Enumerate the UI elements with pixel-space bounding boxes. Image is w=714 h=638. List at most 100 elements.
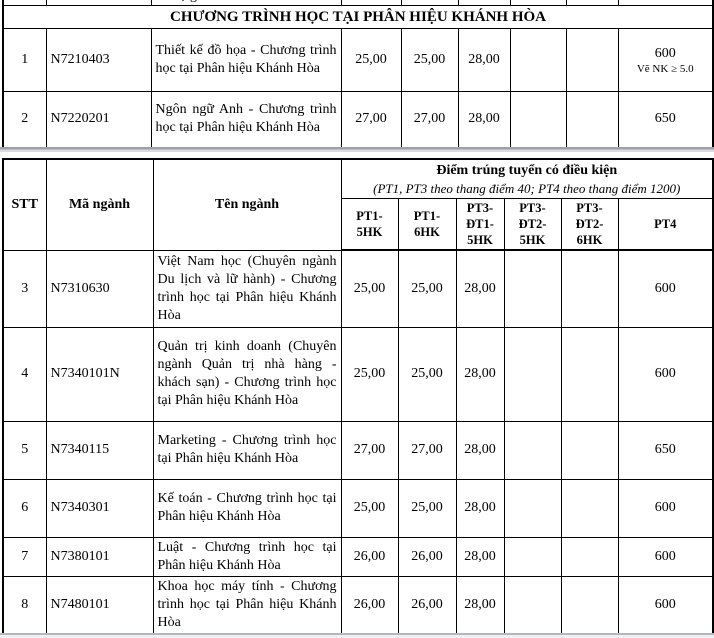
pt4-cell: 600 <box>617 575 714 634</box>
score-cell <box>503 536 562 577</box>
table-separator-line <box>0 147 714 152</box>
name-cell: Ngôn ngữ Anh - Chương trình học tại Phân… <box>150 91 342 148</box>
score-cell: 25,00 <box>340 326 399 422</box>
score-cell: 25,00 <box>340 478 399 538</box>
scores-group-subtitle: (PT1, PT3 theo thang điểm 40; PT4 theo t… <box>373 181 681 196</box>
score-cell <box>503 420 562 480</box>
col-header-pt4: PT4 <box>617 198 714 251</box>
code-cell: N7340101N <box>45 326 154 422</box>
name-cell: Thiết kế đồ họa - Chương trình học tại P… <box>150 28 342 92</box>
col-header-stt: STT <box>2 158 47 251</box>
score-cell <box>565 28 619 92</box>
col-header-pt3-dt1-5hk: PT3- ĐT1- 5HK <box>455 198 505 251</box>
stt-cell: 4 <box>2 326 47 422</box>
score-cell: 27,00 <box>340 91 402 148</box>
score-cell: 25,00 <box>340 28 402 92</box>
name-cell: Marketing - Chương trình học tại Phân hi… <box>152 420 342 480</box>
score-cell <box>560 326 619 422</box>
stt-cell: 1 <box>2 28 47 92</box>
score-cell: 25,00 <box>340 249 399 328</box>
code-cell: N7340301 <box>45 478 154 538</box>
bottom-edge-bar <box>0 633 714 638</box>
col-header-code: Mã ngành <box>45 158 154 251</box>
stt-cell: 6 <box>2 478 47 538</box>
score-cell: 26,00 <box>340 575 399 634</box>
table-row: 7 N7380101 Luật - Chương trình học tại P… <box>2 536 714 577</box>
header-group-row: STT Mã ngành Tên ngành Điểm trúng tuyển … <box>2 158 714 251</box>
pt4-cell: 600 <box>617 478 714 538</box>
table-row: 3 N7310630 Việt Nam học (Chuyên ngành Du… <box>2 249 714 328</box>
score-cell <box>560 249 619 328</box>
code-cell: N7220201 <box>45 91 152 148</box>
table-row: 6 N7340301 Kế toán - Chương trình học tạ… <box>2 478 714 538</box>
stt-cell: 8 <box>2 575 47 634</box>
score-cell: 26,00 <box>340 536 399 577</box>
score-cell: 27,00 <box>340 420 399 480</box>
score-cell: 28,00 <box>457 91 511 148</box>
name-cell: Khoa học máy tính - Chương trình học tại… <box>152 575 342 634</box>
score-cell <box>560 575 619 634</box>
score-cell: 28,00 <box>455 326 505 422</box>
score-cell <box>503 326 562 422</box>
score-cell: 25,00 <box>400 28 459 92</box>
score-cell: 28,00 <box>455 536 505 577</box>
score-cell: 28,00 <box>455 249 505 328</box>
score-cell <box>503 249 562 328</box>
score-cell: 25,00 <box>397 249 457 328</box>
col-header-pt3-dt2-5hk: PT3- ĐT2- 5HK <box>503 198 562 251</box>
col-header-pt1-5hk: PT1- 5HK <box>340 198 399 251</box>
score-cell <box>565 91 619 148</box>
name-cell: Luật - Chương trình học tại Phân hiệu Kh… <box>152 536 342 577</box>
col-header-pt3-dt2-6hk: PT3- ĐT2- 6HK <box>560 198 619 251</box>
pt4-cell: 600 Vẽ NK ≥ 5.0 <box>617 28 714 92</box>
stt-cell: 7 <box>2 536 47 577</box>
col-header-name: Tên ngành <box>152 158 342 251</box>
table-row: 1 N7210403 Thiết kế đồ họa - Chương trìn… <box>2 28 714 92</box>
col-header-scores-group: Điểm trúng tuyển có điều kiện (PT1, PT3 … <box>340 158 714 199</box>
header-subcolumns-row: PT1- 5HK PT1- 6HK PT3- ĐT1- 5HK PT3- ĐT2… <box>3 198 714 251</box>
table-row: 8 N7480101 Khoa học máy tính - Chương tr… <box>2 575 714 634</box>
table-row: 4 N7340101N Quản trị kinh doanh (Chuyên … <box>2 326 714 422</box>
score-cell: 28,00 <box>455 478 505 538</box>
pt4-cell: 600 <box>617 249 714 328</box>
score-cell <box>509 91 567 148</box>
name-cell: Kế toán - Chương trình học tại Phân hiệu… <box>152 478 342 538</box>
col-header-pt1-6hk: PT1- 6HK <box>397 198 457 251</box>
code-cell: N7380101 <box>45 536 154 577</box>
score-cell: 25,00 <box>397 478 457 538</box>
score-cell <box>503 575 562 634</box>
code-cell: N7210403 <box>45 28 152 92</box>
score-cell: 28,00 <box>457 28 511 92</box>
pt4-cell: 650 <box>617 420 714 480</box>
section-header-row: CHƯƠNG TRÌNH HỌC TẠI PHÂN HIỆU KHÁNH HÒA <box>2 5 714 29</box>
pt4-condition-note: Vẽ NK ≥ 5.0 <box>636 62 694 75</box>
section-header: CHƯƠNG TRÌNH HỌC TẠI PHÂN HIỆU KHÁNH HÒA <box>2 5 714 29</box>
admission-table-main: STT Mã ngành Tên ngành Điểm trúng tuyển … <box>2 158 714 635</box>
pt4-score: 600 <box>654 45 676 61</box>
table-row: 2 N7220201 Ngôn ngữ Anh - Chương trình h… <box>2 91 714 148</box>
score-cell: 28,00 <box>455 575 505 634</box>
stt-cell: 3 <box>2 249 47 328</box>
scores-group-title: Điểm trúng tuyển có điều kiện <box>436 163 618 178</box>
score-cell: 26,00 <box>397 536 457 577</box>
score-cell <box>560 420 619 480</box>
score-cell: 27,00 <box>397 420 457 480</box>
score-cell: 28,00 <box>455 420 505 480</box>
score-cell <box>503 478 562 538</box>
score-cell <box>509 28 567 92</box>
table-row: 5 N7340115 Marketing - Chương trình học … <box>2 420 714 480</box>
code-cell: N7480101 <box>45 575 154 634</box>
name-cell: Quản trị kinh doanh (Chuyên ngành Quản t… <box>152 326 342 422</box>
code-cell: N7340115 <box>45 420 154 480</box>
clipped-text-fragment: ọ g <box>156 0 337 5</box>
pt4-cell: 650 <box>617 91 714 148</box>
pt4-cell: 600 <box>617 326 714 422</box>
code-cell: N7310630 <box>45 249 154 328</box>
score-cell: 25,00 <box>397 326 457 422</box>
score-cell: 26,00 <box>397 575 457 634</box>
pt4-cell: 600 <box>617 536 714 577</box>
score-cell <box>560 478 619 538</box>
name-cell: Việt Nam học (Chuyên ngành Du lịch và lữ… <box>152 249 342 328</box>
stt-cell: 2 <box>2 91 47 148</box>
score-cell <box>560 536 619 577</box>
